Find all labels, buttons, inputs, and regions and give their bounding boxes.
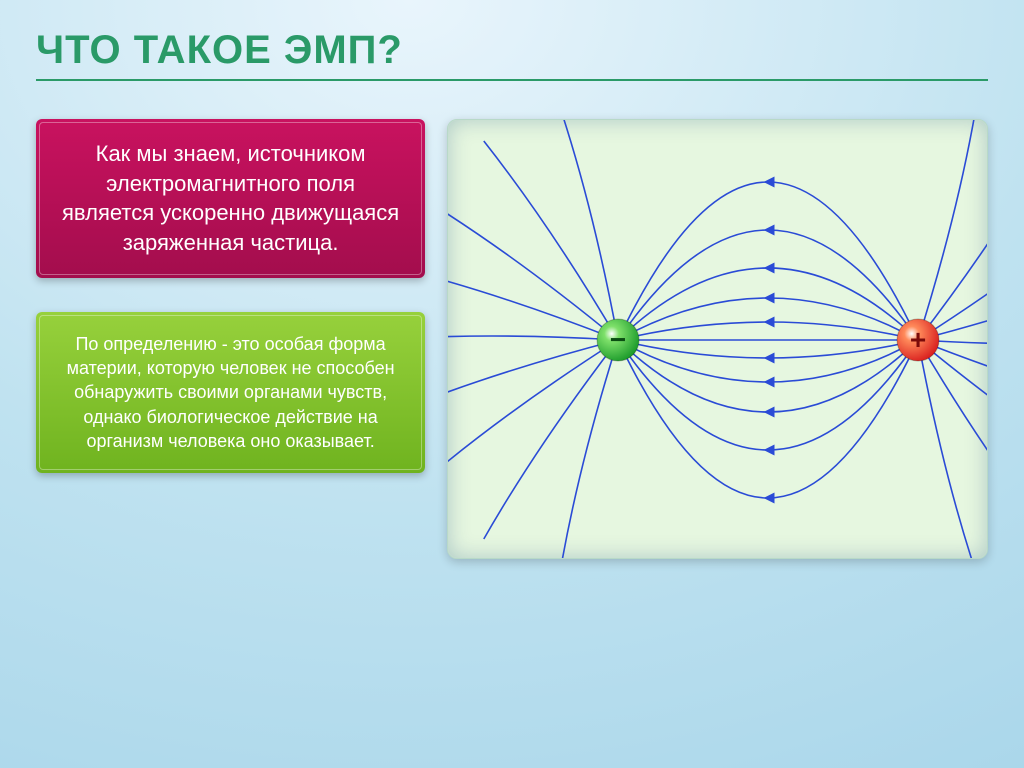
left-column: Как мы знаем, источником электромагнитно…: [36, 119, 425, 559]
svg-text:+: +: [910, 324, 926, 355]
info-box-1-text: Как мы знаем, источником электромагнитно…: [62, 141, 399, 255]
field-diagram-svg: −+: [448, 120, 988, 559]
field-diagram-panel: −+: [447, 119, 988, 559]
content-row: Как мы знаем, источником электромагнитно…: [36, 119, 988, 559]
slide: ЧТО ТАКОЕ ЭМП? Как мы знаем, источником …: [0, 0, 1024, 768]
info-box-1: Как мы знаем, источником электромагнитно…: [36, 119, 425, 278]
info-box-2-text: По определению - это особая форма матери…: [67, 334, 395, 451]
svg-text:−: −: [610, 324, 626, 355]
slide-title: ЧТО ТАКОЕ ЭМП?: [36, 28, 988, 73]
info-box-2: По определению - это особая форма матери…: [36, 312, 425, 473]
title-underline: [36, 79, 988, 81]
